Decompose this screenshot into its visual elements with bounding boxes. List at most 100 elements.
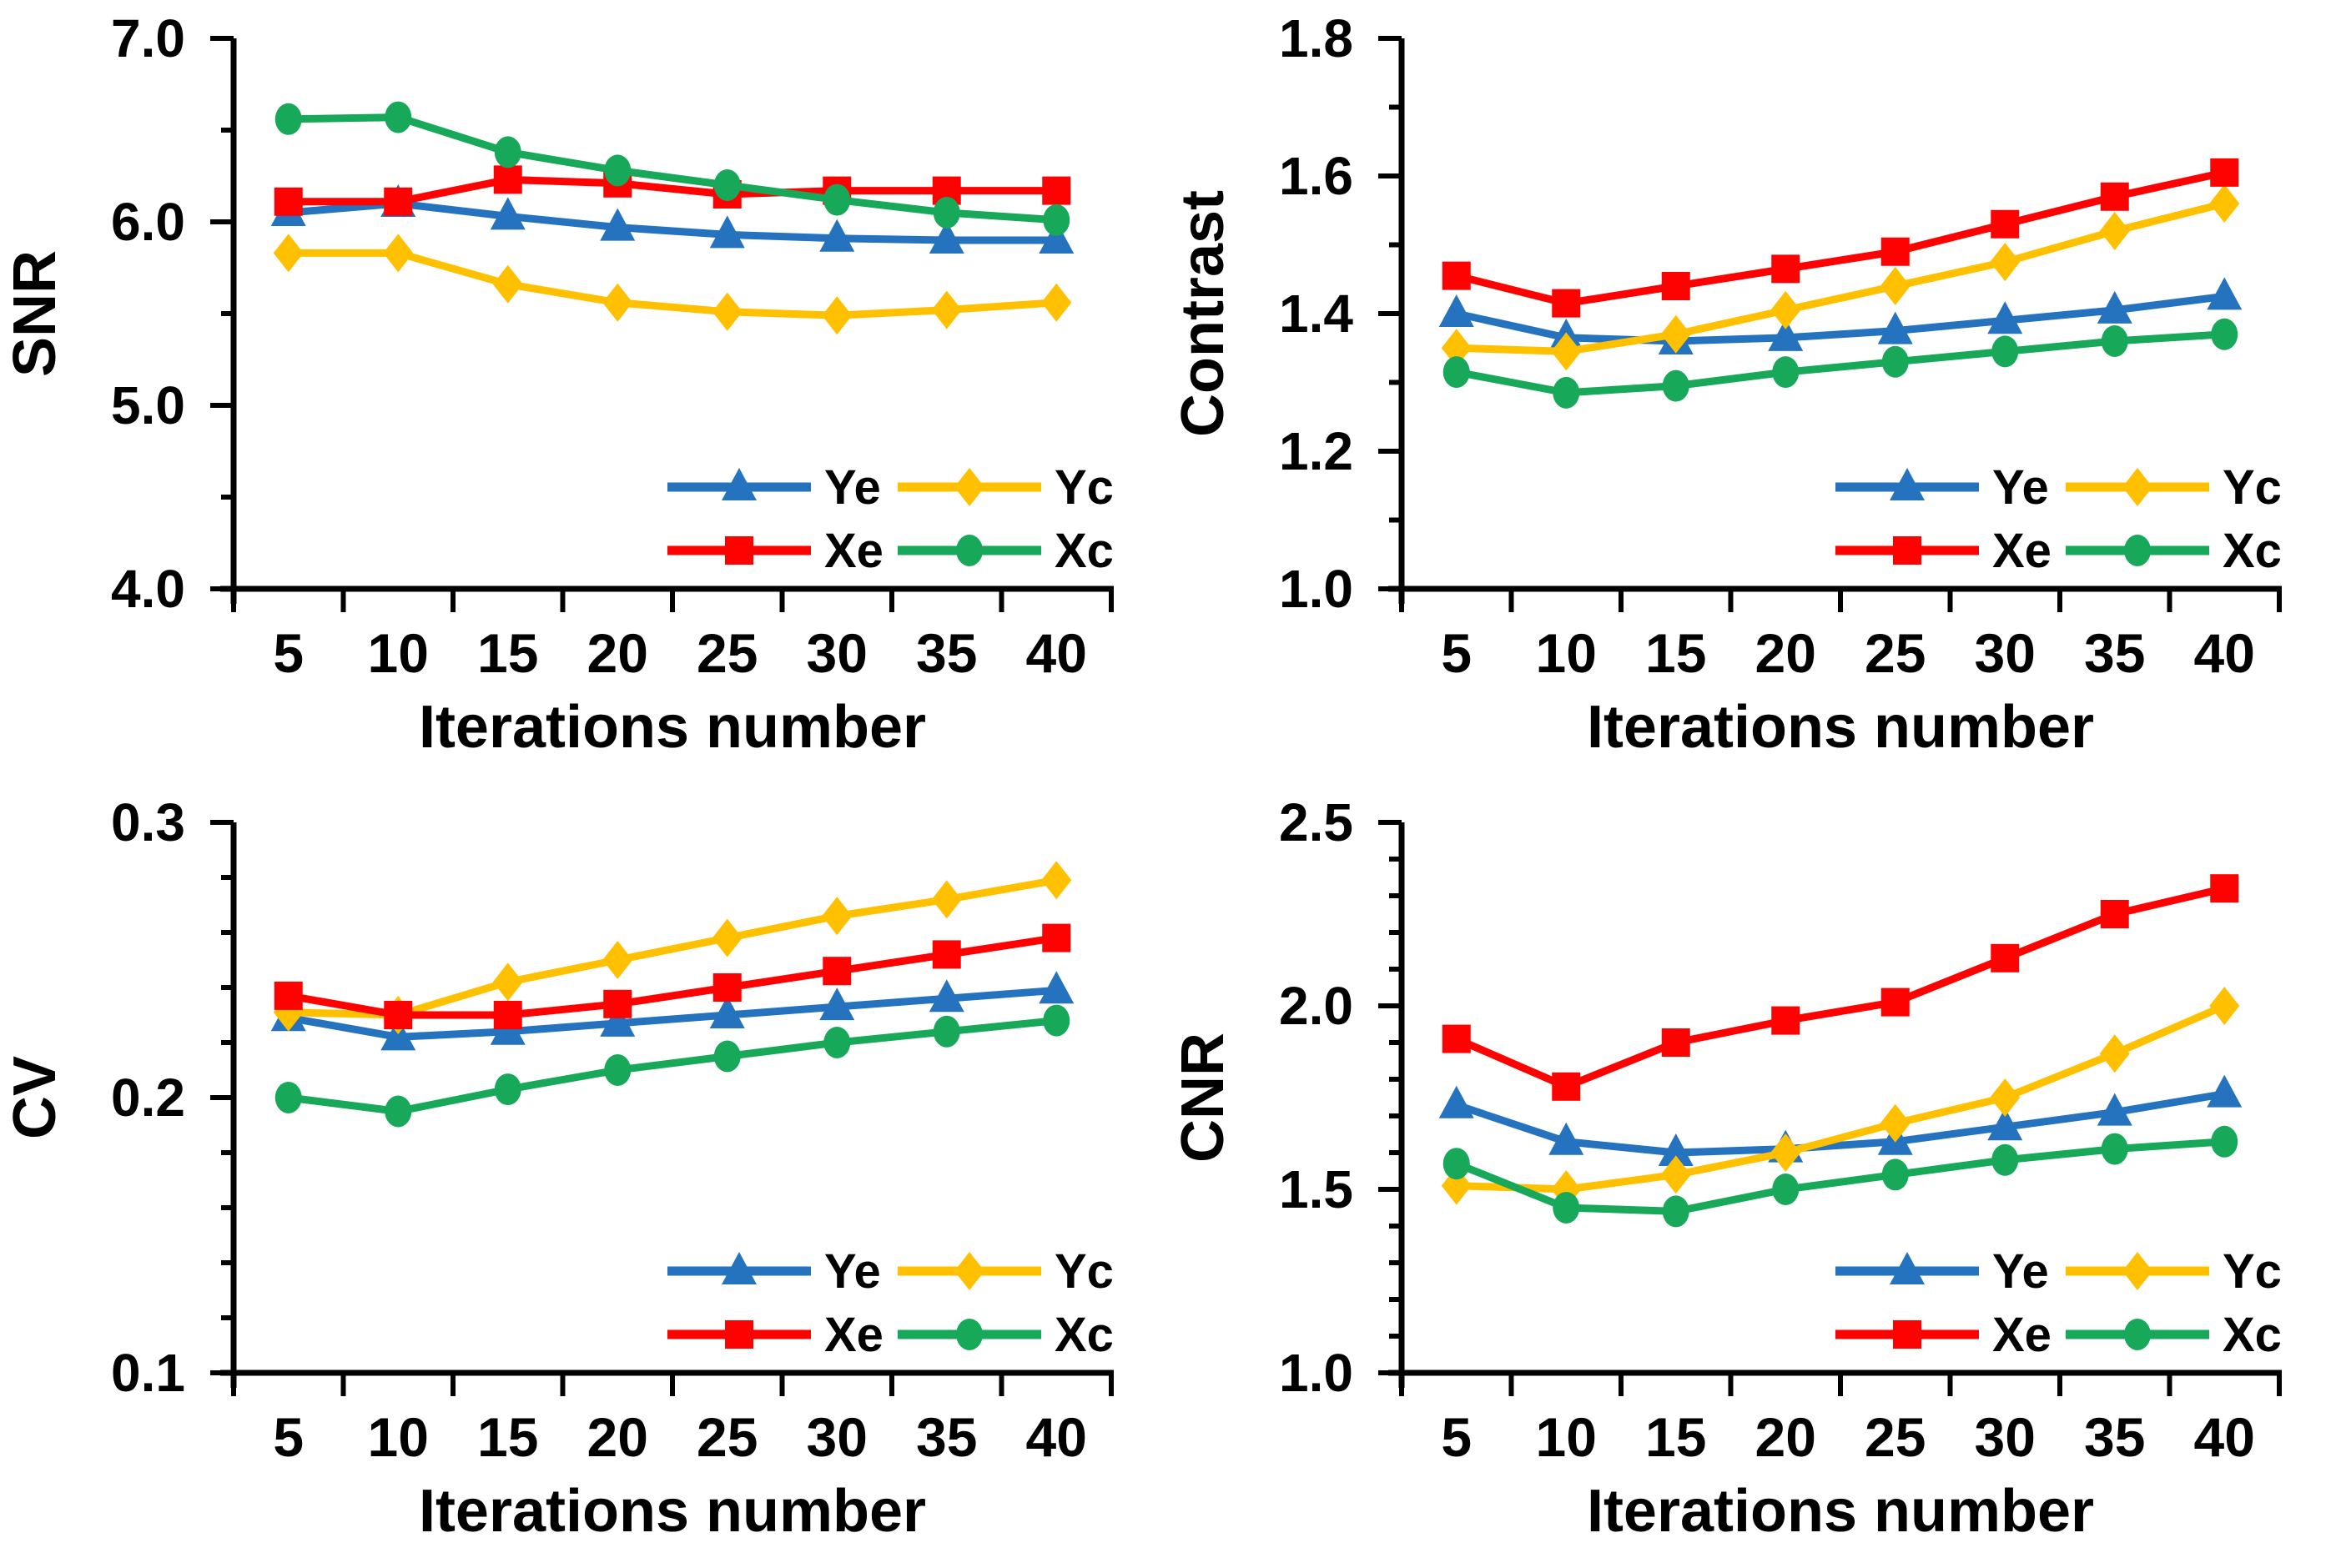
marker-circle-Xc [1662, 369, 1689, 402]
series-line-Yc [1452, 199, 2228, 355]
legend-marker-Ye [722, 468, 757, 500]
x-tick-label: 30 [1975, 1406, 2036, 1468]
y-axis-title: SNR [2, 250, 68, 377]
x-axis: 5 10 15 20 25 30 35 40 Iterations number [220, 1369, 1114, 1545]
y-tick-label: 1.0 [1279, 1343, 1353, 1403]
marker-diamond-Yc [1770, 1133, 1801, 1172]
marker-square-Xe [1880, 237, 1910, 266]
marker-triangle-Ye [709, 996, 745, 1028]
marker-diamond-Yc [1770, 290, 1801, 329]
x-tick-label: 35 [916, 1406, 977, 1468]
marker-diamond-Yc [822, 296, 853, 335]
y-tick-label: 1.0 [1279, 559, 1353, 619]
x-tick-label: 40 [1026, 622, 1087, 684]
marker-diamond-Yc [1441, 329, 1472, 368]
x-tick-label: 30 [807, 1406, 868, 1468]
marker-diamond-Yc [1880, 267, 1911, 305]
series-line-Yc [284, 876, 1060, 1019]
legend-marker-Xc [956, 535, 983, 566]
marker-circle-Xc [1772, 356, 1800, 389]
legend-label-Xe: Xe [1992, 524, 2052, 578]
legend-marker-Xe [1893, 1320, 1921, 1349]
x-tick-label: 20 [1755, 1406, 1816, 1468]
y-tick-label: 0.1 [111, 1343, 185, 1403]
legend-label-Ye: Ye [824, 460, 881, 515]
marker-square-Xe [823, 957, 852, 986]
legend-entry-Xc: Xc [2066, 1308, 2282, 1362]
legend-entry-Xc: Xc [2066, 524, 2282, 578]
marker-circle-Xc [1442, 356, 1470, 389]
legend-marker-Ye [1890, 468, 1925, 500]
y-axis-title: CV [2, 1056, 68, 1139]
legend-entry-Yc: Yc [898, 460, 1114, 515]
y-tick-label: 4.0 [111, 559, 185, 619]
x-tick-label: 40 [2194, 622, 2255, 684]
marker-square-Xe [384, 187, 413, 216]
series-Xe [1442, 158, 2239, 318]
marker-circle-Xc [2211, 318, 2238, 350]
series-line-Yc [284, 249, 1060, 319]
legend-marker-Xc [2124, 535, 2151, 566]
marker-square-Xe [932, 940, 961, 969]
x-tick-label: 20 [1755, 622, 1816, 684]
series-line-Ye [284, 986, 1060, 1041]
legend-marker-Yc [2122, 468, 2152, 506]
marker-circle-Xc [385, 101, 412, 133]
x-tick-label: 35 [2084, 1406, 2145, 1468]
legend-entry-Yc: Yc [2066, 1244, 2282, 1299]
legend-entry-Yc: Yc [2066, 460, 2282, 515]
marker-square-Xe [493, 1001, 522, 1029]
marker-circle-Xc [1772, 1173, 1800, 1205]
y-tick-label: 5.0 [111, 375, 185, 435]
chart-cnr-canvas: 1.0 1.5 2.0 2.5 CNR 5 10 15 20 25 30 35 40 Iterations… [1170, 792, 2282, 1545]
marker-square-Xe [274, 187, 303, 216]
series-Xe [1442, 874, 2239, 1101]
legend-marker-Ye [1890, 1252, 1925, 1284]
marker-diamond-Yc [1660, 1155, 1691, 1194]
chart-snr-canvas: 4.0 5.0 6.0 7.0 SNR 5 10 15 20 25 30 35 40 Iterations… [2, 8, 1114, 761]
series-Yc [1441, 184, 2240, 371]
legend-entry-Ye: Ye [667, 460, 881, 515]
series-line-Ye [1452, 292, 2228, 345]
marker-square-Xe [1552, 1072, 1581, 1101]
marker-square-Xe [2210, 158, 2239, 187]
legend-entry-Xe: Xe [1835, 524, 2052, 578]
marker-circle-Xc [1881, 345, 1909, 378]
marker-diamond-Yc [2099, 212, 2130, 250]
marker-circle-Xc [2101, 325, 2128, 357]
x-tick-label: 40 [2194, 1406, 2255, 1468]
marker-diamond-Yc [2209, 987, 2240, 1025]
marker-triangle-Ye [929, 979, 964, 1013]
series-line-Xe [1452, 168, 2228, 308]
marker-circle-Xc [823, 1027, 851, 1058]
x-tick-label: 30 [807, 622, 868, 684]
marker-diamond-Yc [712, 918, 743, 957]
legend-marker-Xe [725, 536, 753, 565]
marker-circle-Xc [1991, 335, 2019, 368]
marker-triangle-Ye [1987, 301, 2023, 334]
marker-square-Xe [1991, 943, 2020, 972]
marker-diamond-Yc [1990, 243, 2021, 282]
legend-label-Xc: Xc [2223, 1308, 2282, 1362]
legend-label-Ye: Ye [1992, 1244, 2049, 1299]
x-tick-label: 10 [1536, 622, 1597, 684]
series-line-Xe [1452, 884, 2228, 1091]
y-tick-label: 1.6 [1279, 146, 1353, 206]
marker-diamond-Yc [602, 283, 633, 322]
x-axis-title: Iterations number [1587, 1478, 2094, 1545]
marker-triangle-Ye [1987, 1108, 2023, 1141]
legend-marker-Yc [954, 1252, 984, 1290]
y-tick-label: 1.4 [1279, 284, 1353, 344]
marker-square-Xe [1661, 1028, 1690, 1057]
y-tick-label: 1.2 [1279, 421, 1353, 481]
x-tick-label: 40 [1026, 1406, 1087, 1468]
x-tick-label: 25 [697, 622, 758, 684]
marker-square-Xe [2100, 182, 2129, 211]
marker-triangle-Ye [709, 215, 745, 249]
marker-square-Xe [274, 981, 303, 1010]
marker-circle-Xc [1442, 1148, 1470, 1180]
marker-square-Xe [603, 989, 632, 1018]
marker-diamond-Yc [2099, 1034, 2130, 1073]
marker-square-Xe [493, 165, 522, 194]
